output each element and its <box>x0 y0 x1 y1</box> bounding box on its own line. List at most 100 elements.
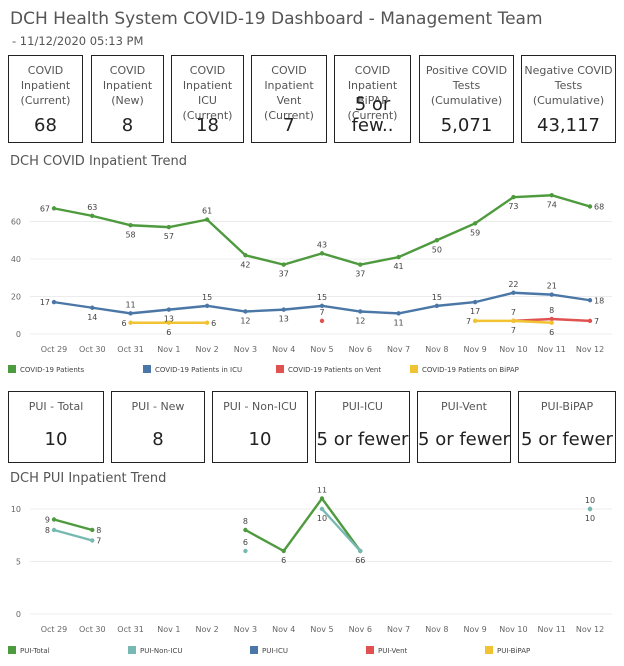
kpi-pui-new[interactable]: PUI - New 8 <box>111 391 205 463</box>
data-label: 41 <box>393 262 403 271</box>
data-point[interactable] <box>90 213 95 219</box>
data-label: 37 <box>279 270 289 279</box>
data-point[interactable] <box>128 311 133 316</box>
data-point[interactable] <box>319 506 325 512</box>
data-point[interactable] <box>128 320 133 325</box>
kpi-covid-inpatient-current[interactable]: COVID Inpatient (Current) 68 <box>8 55 83 143</box>
data-point[interactable] <box>549 316 554 322</box>
series-covid-19-patients-in-icu: 17 14 11 13 15 12 13 15 12 11 15 17 22 21 18 <box>40 280 604 328</box>
data-point[interactable] <box>90 305 95 310</box>
kpi-positive-tests[interactable]: Positive COVID Tests (Cumulative) 5,071 <box>419 55 514 143</box>
data-point[interactable] <box>511 290 516 295</box>
data-label: 6 <box>121 319 126 328</box>
kpi-covid-inpatient-new[interactable]: COVID Inpatient (New) 8 <box>91 55 164 143</box>
y-tick-label: 10 <box>11 505 21 514</box>
data-point[interactable] <box>472 221 478 226</box>
kpi-label: COVID Inpatient ICU (Current) <box>182 64 233 122</box>
kpi-pui-total[interactable]: PUI - Total 10 <box>8 391 104 463</box>
data-point[interactable] <box>166 224 172 230</box>
data-label: 8 <box>243 517 248 526</box>
data-point[interactable] <box>90 538 95 543</box>
data-point[interactable] <box>243 548 248 554</box>
kpi-pui-bipap[interactable]: PUI-BiPAP 5 or fewer <box>518 391 616 463</box>
kpi-pui-icu[interactable]: PUI-ICU 5 or fewer <box>315 391 410 463</box>
pui-trend-chart[interactable]: 0 5 10 Oct 29 Oct 30 Oct 31 Nov 1 Nov 2 Nov 3 Nov… <box>0 487 624 665</box>
data-point[interactable] <box>511 194 516 200</box>
x-tick-label: Oct 30 <box>79 345 106 354</box>
data-point[interactable] <box>243 309 248 314</box>
data-point[interactable] <box>434 238 440 243</box>
kpi-pui-vent[interactable]: PUI-Vent 5 or fewer <box>417 391 511 463</box>
data-point[interactable] <box>243 253 248 258</box>
data-point[interactable] <box>472 299 478 305</box>
data-point[interactable] <box>549 292 554 297</box>
data-point[interactable] <box>281 307 286 312</box>
data-label: 9 <box>45 516 50 525</box>
data-point[interactable] <box>281 262 286 267</box>
data-point[interactable] <box>587 318 593 324</box>
data-point[interactable] <box>587 298 593 303</box>
kpi-label: Negative COVID Tests (Cumulative) <box>524 64 613 107</box>
data-point[interactable] <box>587 204 593 209</box>
x-tick-label: Nov 3 <box>234 625 257 634</box>
legend-swatch <box>366 646 374 654</box>
data-label: 7 <box>319 308 324 317</box>
data-point[interactable] <box>243 527 248 533</box>
data-point[interactable] <box>204 303 210 309</box>
data-point[interactable] <box>396 311 401 316</box>
data-point[interactable] <box>549 193 554 198</box>
x-tick-label: Oct 29 <box>41 625 68 634</box>
kpi-covid-inpatient-icu[interactable]: COVID Inpatient ICU (Current) 18 <box>171 55 244 143</box>
data-point[interactable] <box>319 251 325 256</box>
data-point[interactable] <box>51 527 57 533</box>
data-label: 11 <box>125 300 135 309</box>
kpi-value: 5 or fewer <box>418 429 510 450</box>
data-point[interactable] <box>358 262 363 267</box>
kpi-label: PUI - New <box>131 400 185 413</box>
kpi-value: 5,071 <box>440 115 493 136</box>
data-point[interactable] <box>319 303 325 309</box>
kpi-negative-tests[interactable]: Negative COVID Tests (Cumulative) 43,117 <box>521 55 616 143</box>
data-point[interactable] <box>434 303 440 309</box>
data-point[interactable] <box>51 517 57 522</box>
kpi-pui-non-icu[interactable]: PUI - Non-ICU 10 <box>212 391 308 463</box>
legend-label: COVID-19 Patients <box>20 366 85 374</box>
x-tick-label: Nov 8 <box>425 625 448 634</box>
data-point[interactable] <box>166 320 172 325</box>
data-point[interactable] <box>587 506 593 512</box>
data-point[interactable] <box>128 223 133 228</box>
data-point[interactable] <box>166 307 172 312</box>
x-tick-label: Nov 3 <box>234 345 257 354</box>
data-point[interactable] <box>472 318 478 324</box>
x-tick-label: Nov 2 <box>196 345 219 354</box>
inpatient-trend-chart[interactable]: 0 20 40 60 Oct 29 Oct 30 Oct 31 Nov 1 Nov 2 Nov 3… <box>0 170 624 390</box>
data-point[interactable] <box>396 254 401 260</box>
x-tick-label: Nov 2 <box>196 625 219 634</box>
x-tick-label: Nov 11 <box>538 345 566 354</box>
kpi-covid-inpatient-bipap[interactable]: COVID Inpatient BiPAP (Current) 5 or few… <box>334 55 411 143</box>
kpi-value: 5 or fewer <box>521 429 613 450</box>
data-label: 42 <box>240 260 250 269</box>
data-point[interactable] <box>204 320 210 325</box>
data-point[interactable] <box>204 217 210 222</box>
data-point[interactable] <box>358 309 363 314</box>
data-point[interactable] <box>358 548 363 554</box>
data-point[interactable] <box>90 527 95 533</box>
series-line <box>244 496 362 553</box>
data-label: 22 <box>508 280 518 289</box>
data-point[interactable] <box>51 206 57 211</box>
data-label: 63 <box>87 203 97 212</box>
kpi-covid-inpatient-vent[interactable]: COVID Inpatient Vent (Current) 7 <box>251 55 327 143</box>
data-point[interactable] <box>511 318 516 324</box>
data-point[interactable] <box>51 299 57 305</box>
x-tick-label: Oct 29 <box>41 345 68 354</box>
data-point[interactable] <box>319 318 325 324</box>
x-tick-label: Oct 30 <box>79 625 106 634</box>
data-point[interactable] <box>281 548 286 554</box>
data-label: 10 <box>585 496 595 505</box>
legend-label: PUI-BiPAP <box>497 647 530 655</box>
data-point[interactable] <box>549 320 554 325</box>
data-point[interactable] <box>319 496 325 501</box>
kpi-label: COVID Inpatient (New) <box>102 64 153 107</box>
